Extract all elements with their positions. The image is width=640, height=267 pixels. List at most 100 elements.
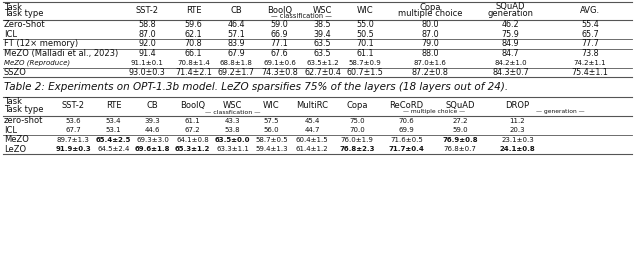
Text: 69.9: 69.9 [399, 127, 414, 133]
Text: 69.1±0.6: 69.1±0.6 [263, 60, 296, 66]
Text: 68.8±1.8: 68.8±1.8 [220, 60, 252, 66]
Text: 76.9±0.8: 76.9±0.8 [442, 137, 478, 143]
Text: 56.0: 56.0 [264, 127, 279, 133]
Text: 87.2±0.8: 87.2±0.8 [412, 68, 449, 77]
Text: 53.6: 53.6 [65, 118, 81, 124]
Text: 67.6: 67.6 [271, 49, 288, 58]
Text: 63.5±0.0: 63.5±0.0 [215, 137, 250, 143]
Text: 75.4±1.1: 75.4±1.1 [572, 68, 609, 77]
Text: RTE: RTE [106, 101, 121, 110]
Text: 65.4±2.5: 65.4±2.5 [96, 137, 131, 143]
Text: 63.5±1.2: 63.5±1.2 [306, 60, 339, 66]
Text: 69.3±3.0: 69.3±3.0 [136, 137, 169, 143]
Text: Table 2: Experiments on OPT-1.3b model. LeZO sparsifies 75% of the layers (18 la: Table 2: Experiments on OPT-1.3b model. … [4, 82, 508, 92]
Text: 38.5: 38.5 [314, 20, 332, 29]
Text: — generation —: — generation — [536, 109, 584, 115]
Text: Task: Task [4, 2, 22, 11]
Text: WSC: WSC [313, 6, 332, 15]
Text: 55.0: 55.0 [356, 20, 374, 29]
Text: 53.1: 53.1 [106, 127, 122, 133]
Text: 59.0: 59.0 [452, 127, 468, 133]
Text: 20.3: 20.3 [509, 127, 525, 133]
Text: 71.4±2.1: 71.4±2.1 [175, 68, 212, 77]
Text: 59.6: 59.6 [184, 20, 202, 29]
Text: 66.9: 66.9 [271, 30, 288, 39]
Text: 57.1: 57.1 [227, 30, 245, 39]
Text: 87.0: 87.0 [138, 30, 156, 39]
Text: 77.1: 77.1 [271, 39, 289, 48]
Text: ICL: ICL [4, 126, 17, 135]
Text: 67.2: 67.2 [185, 127, 200, 133]
Text: 24.1±0.8: 24.1±0.8 [500, 146, 536, 152]
Text: 70.0: 70.0 [349, 127, 365, 133]
Text: 43.3: 43.3 [225, 118, 240, 124]
Text: ICL: ICL [4, 30, 17, 39]
Text: Task type: Task type [4, 105, 44, 115]
Text: BoolQ: BoolQ [180, 101, 205, 110]
Text: MeZO (Malladi et al., 2023): MeZO (Malladi et al., 2023) [4, 49, 118, 58]
Text: 74.2±1.1: 74.2±1.1 [573, 60, 606, 66]
Text: 64.5±2.4: 64.5±2.4 [97, 146, 130, 152]
Text: 45.4: 45.4 [304, 118, 320, 124]
Text: 69.2±1.7: 69.2±1.7 [218, 68, 255, 77]
Text: 39.4: 39.4 [314, 30, 332, 39]
Text: 91.1±0.1: 91.1±0.1 [131, 60, 163, 66]
Text: 84.9: 84.9 [502, 39, 519, 48]
Text: 46.2: 46.2 [502, 20, 519, 29]
Text: 46.4: 46.4 [227, 20, 244, 29]
Text: 87.0±1.6: 87.0±1.6 [413, 60, 447, 66]
Text: Copa: Copa [346, 101, 368, 110]
Text: 80.0: 80.0 [421, 20, 439, 29]
Text: 58.8: 58.8 [138, 20, 156, 29]
Text: 65.3±1.2: 65.3±1.2 [175, 146, 210, 152]
Text: generation: generation [488, 10, 534, 18]
Text: 91.9±0.3: 91.9±0.3 [55, 146, 91, 152]
Text: SQuAD: SQuAD [496, 2, 525, 11]
Text: 59.0: 59.0 [271, 20, 289, 29]
Text: 63.5: 63.5 [314, 49, 332, 58]
Text: 70.8±1.4: 70.8±1.4 [177, 60, 210, 66]
Text: 75.0: 75.0 [349, 118, 365, 124]
Text: DROP: DROP [506, 101, 529, 110]
Text: 64.1±0.8: 64.1±0.8 [176, 137, 209, 143]
Text: 93.0±0.3: 93.0±0.3 [129, 68, 165, 77]
Text: 67.9: 67.9 [227, 49, 245, 58]
Text: Zero-Shot: Zero-Shot [4, 20, 45, 29]
Text: WIC: WIC [263, 101, 280, 110]
Text: 84.7: 84.7 [502, 49, 519, 58]
Text: 59.4±1.3: 59.4±1.3 [255, 146, 288, 152]
Text: 50.5: 50.5 [356, 30, 374, 39]
Text: multiple choice: multiple choice [397, 10, 462, 18]
Text: 58.7±0.5: 58.7±0.5 [255, 137, 288, 143]
Text: 11.2: 11.2 [509, 118, 525, 124]
Text: 53.4: 53.4 [106, 118, 121, 124]
Text: 73.8: 73.8 [581, 49, 599, 58]
Text: 92.0: 92.0 [138, 39, 156, 48]
Text: 74.3±0.8: 74.3±0.8 [261, 68, 298, 77]
Text: 44.7: 44.7 [304, 127, 320, 133]
Text: BoolQ: BoolQ [267, 6, 292, 15]
Text: 69.6±1.8: 69.6±1.8 [135, 146, 170, 152]
Text: 55.4: 55.4 [581, 20, 599, 29]
Text: 77.7: 77.7 [581, 39, 599, 48]
Text: SQuAD: SQuAD [445, 101, 475, 110]
Text: 61.1: 61.1 [356, 49, 374, 58]
Text: 60.4±1.5: 60.4±1.5 [296, 137, 328, 143]
Text: 60.7±1.5: 60.7±1.5 [347, 68, 383, 77]
Text: AVG.: AVG. [580, 6, 600, 15]
Text: RTE: RTE [186, 6, 201, 15]
Text: 23.1±0.3: 23.1±0.3 [501, 137, 534, 143]
Text: 76.0±1.9: 76.0±1.9 [340, 137, 373, 143]
Text: Task: Task [4, 97, 22, 107]
Text: 75.9: 75.9 [502, 30, 520, 39]
Text: LeZO: LeZO [4, 145, 26, 154]
Text: 39.3: 39.3 [145, 118, 161, 124]
Text: SST-2: SST-2 [136, 6, 159, 15]
Text: 88.0: 88.0 [421, 49, 439, 58]
Text: SST-2: SST-2 [61, 101, 84, 110]
Text: 67.7: 67.7 [65, 127, 81, 133]
Text: 76.8±2.3: 76.8±2.3 [339, 146, 375, 152]
Text: Task type: Task type [4, 10, 44, 18]
Text: 62.1: 62.1 [185, 30, 202, 39]
Text: 53.8: 53.8 [225, 127, 240, 133]
